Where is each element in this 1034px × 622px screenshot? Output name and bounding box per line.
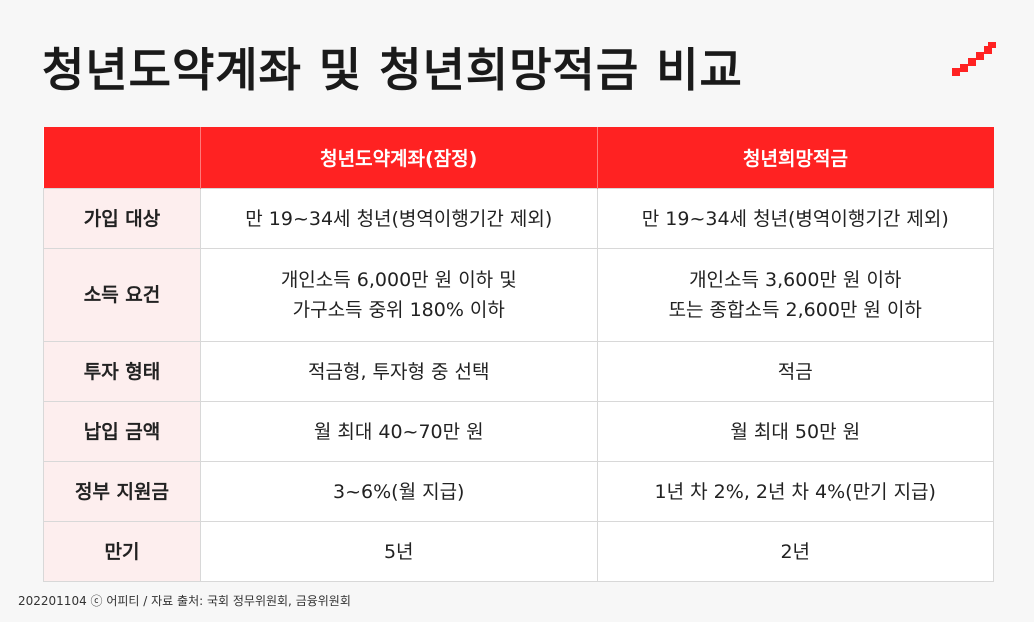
table-row: 소득 요건 개인소득 6,000만 원 이하 및 가구소득 중위 180% 이하… <box>43 248 994 342</box>
source-footer: 202201104 ⓒ 어피티 / 자료 출처: 국회 정무위원회, 금융위원회 <box>18 594 351 608</box>
row-label: 가입 대상 <box>43 188 201 249</box>
table-row: 만기 5년 2년 <box>43 521 994 582</box>
brand-logo-icon <box>952 42 996 76</box>
cell-hope: 월 최대 50만 원 <box>596 401 994 462</box>
table-row: 가입 대상 만 19~34세 청년(병역이행기간 제외) 만 19~34세 청년… <box>43 188 994 249</box>
cell-hope: 개인소득 3,600만 원 이하 또는 종합소득 2,600만 원 이하 <box>596 248 994 342</box>
table-row: 정부 지원금 3~6%(월 지급) 1년 차 2%, 2년 차 4%(만기 지급… <box>43 461 994 522</box>
cell-leap: 적금형, 투자형 중 선택 <box>200 341 598 402</box>
table-header-row: 청년도약계좌(잠정) 청년희망적금 <box>43 127 994 189</box>
row-label: 납입 금액 <box>43 401 201 462</box>
cell-line: 개인소득 6,000만 원 이하 및 <box>280 269 517 291</box>
table-row: 납입 금액 월 최대 40~70만 원 월 최대 50만 원 <box>43 401 994 462</box>
cell-hope: 2년 <box>596 521 994 582</box>
cell-hope: 1년 차 2%, 2년 차 4%(만기 지급) <box>596 461 994 522</box>
cell-leap: 만 19~34세 청년(병역이행기간 제외) <box>200 188 598 249</box>
header-youth-leap-account: 청년도약계좌(잠정) <box>200 127 598 189</box>
cell-hope: 적금 <box>596 341 994 402</box>
row-label: 정부 지원금 <box>43 461 201 522</box>
cell-leap: 5년 <box>200 521 598 582</box>
row-label: 만기 <box>43 521 201 582</box>
cell-line: 가구소득 중위 180% 이하 <box>292 299 505 321</box>
page-title: 청년도약계좌 및 청년희망적금 비교 <box>42 43 743 97</box>
row-label: 투자 형태 <box>43 341 201 402</box>
row-label: 소득 요건 <box>43 248 201 342</box>
comparison-table: 청년도약계좌(잠정) 청년희망적금 가입 대상 만 19~34세 청년(병역이행… <box>43 127 994 582</box>
cell-hope: 만 19~34세 청년(병역이행기간 제외) <box>596 188 994 249</box>
cell-leap: 월 최대 40~70만 원 <box>200 401 598 462</box>
cell-line: 개인소득 3,600만 원 이하 <box>689 269 902 291</box>
cell-line: 또는 종합소득 2,600만 원 이하 <box>668 299 922 321</box>
cell-leap: 개인소득 6,000만 원 이하 및 가구소득 중위 180% 이하 <box>200 248 598 342</box>
cell-leap: 3~6%(월 지급) <box>200 461 598 522</box>
table-row: 투자 형태 적금형, 투자형 중 선택 적금 <box>43 341 994 402</box>
header-youth-hope-savings: 청년희망적금 <box>597 127 994 189</box>
header-empty <box>43 127 201 189</box>
